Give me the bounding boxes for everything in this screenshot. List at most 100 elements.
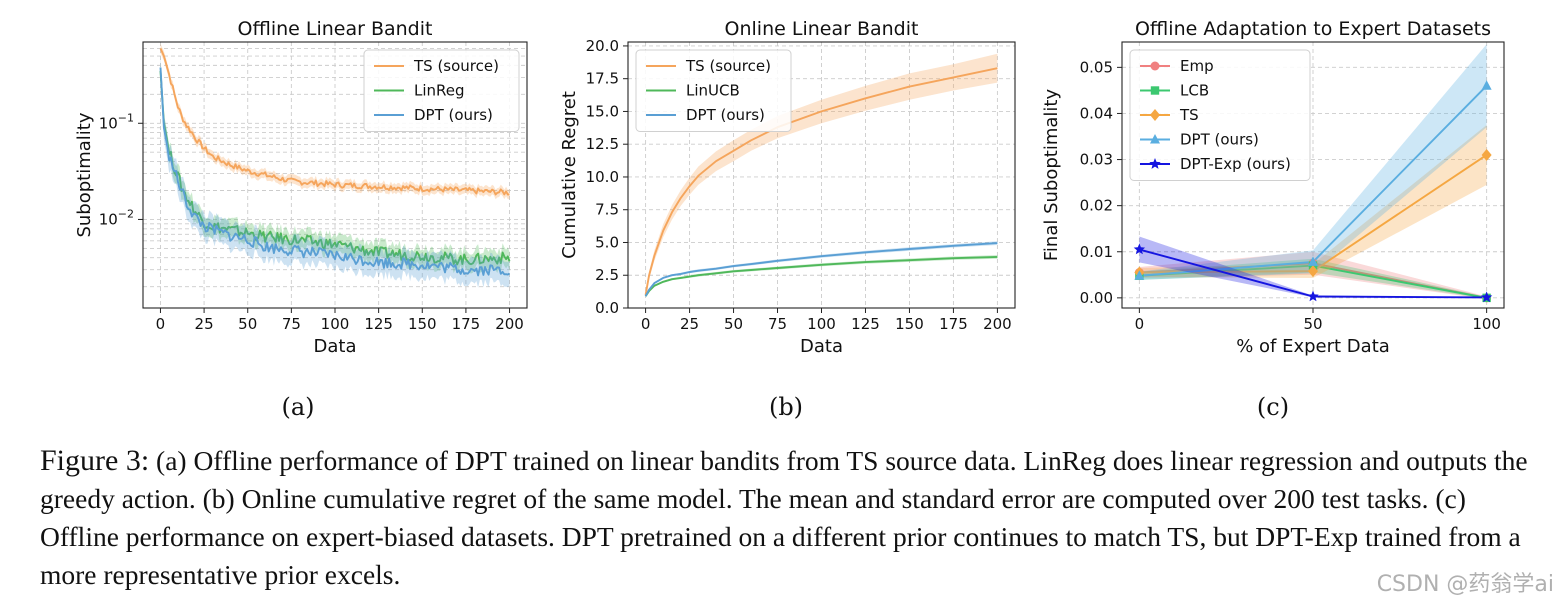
x-tick-label: 75	[282, 315, 301, 333]
caption-text: (a) Offline performance of DPT trained o…	[40, 445, 1528, 590]
watermark: CSDN @药翁学ai	[1376, 572, 1554, 597]
data-point	[1308, 265, 1318, 278]
legend-box	[635, 49, 792, 132]
series-line-dpt-ours-	[159, 67, 511, 277]
data-point	[1481, 148, 1492, 161]
y-tick-label: 0.02	[1080, 197, 1113, 215]
x-tick-label: 100	[321, 315, 350, 333]
data-point	[1308, 256, 1318, 266]
figure: 0 25 50 75 100 125 150 175 200 10−1 10−2 Offline Li…	[74, 18, 1505, 421]
x-tick-label: 150	[895, 315, 924, 333]
data-point	[1481, 80, 1492, 90]
y-tick-label: 0.05	[1080, 58, 1113, 76]
grid	[143, 42, 527, 308]
data-point	[1480, 291, 1493, 303]
x-tick-label: 0	[1135, 315, 1145, 333]
band-dpt-ours-	[160, 55, 510, 288]
series-line-linreg	[159, 70, 511, 266]
legend-label: DPT-Exp (ours)	[1180, 155, 1291, 173]
legend-marker	[1150, 86, 1160, 95]
x-tick-label: 175	[452, 315, 481, 333]
legend-marker	[1149, 158, 1161, 169]
plot-area	[1139, 44, 1488, 300]
data-point	[1134, 270, 1145, 280]
y-axis-label: Cumulative Regret	[559, 91, 580, 259]
x-tick-label: 100	[1472, 315, 1501, 333]
legend-label: TS (source)	[413, 57, 499, 75]
x-tick-label: 25	[680, 315, 699, 333]
y-tick-label: 15.0	[586, 102, 619, 120]
legend-marker	[1150, 134, 1160, 144]
chart-1: 0 25 50 75 100 125 150 175 200 10−1 10−2 Offline Li…	[74, 18, 528, 421]
band-linreg	[160, 61, 510, 274]
subfigure-label: (b)	[769, 393, 803, 421]
band-dpt-exp-ours-	[1139, 236, 1487, 298]
figure-caption: Figure 3: (a) Offline performance of DPT…	[40, 442, 1540, 594]
band-emp	[1139, 251, 1487, 300]
y-tick-label: 5.0	[595, 233, 619, 251]
legend: Emp LCB TS DPT (ours) DPT-Exp (ours)	[1129, 49, 1311, 181]
x-axis-label: Data	[314, 336, 357, 357]
subfigure-label: (a)	[281, 393, 314, 421]
y-tick-label: 7.5	[595, 201, 619, 219]
y-tick-label: 0.01	[1080, 243, 1113, 261]
x-tick-label: 125	[851, 315, 880, 333]
y-tick-label: 17.5	[586, 70, 619, 88]
y-tick-label: 10−2	[99, 207, 134, 228]
legend-label: DPT (ours)	[1180, 131, 1259, 149]
y-axis-label: Final Suboptimality	[1041, 89, 1062, 262]
y-tick-label: 0.0	[595, 299, 619, 317]
legend-label: Emp	[1180, 57, 1214, 75]
legend-label: TS	[1179, 106, 1199, 124]
x-tick-label: 150	[408, 315, 437, 333]
x-tick-label: 50	[724, 315, 743, 333]
plot-area	[644, 53, 998, 297]
x-tick-label: 75	[768, 315, 787, 333]
legend-label: DPT (ours)	[414, 106, 493, 124]
legend-box	[1129, 49, 1311, 181]
y-tick-label: 10−1	[99, 111, 134, 132]
legend: TS (source) LinUCB DPT (ours)	[635, 49, 792, 132]
chart-3: 0 50 100 0.00 0.01 0.02 0.03 0.04 0.05 Offline Ad…	[1041, 18, 1505, 421]
band-ts-source-	[645, 53, 998, 297]
y-tick-label: 2.5	[595, 266, 619, 284]
x-tick-label: 0	[641, 315, 651, 333]
y-tick-label: 0.04	[1080, 104, 1113, 122]
legend-label: LinUCB	[686, 82, 740, 100]
series-line-dpt-ours-	[644, 242, 998, 297]
subfigure-label: (c)	[1257, 393, 1289, 421]
caption-label: Figure 3:	[40, 444, 150, 477]
legend-label: DPT (ours)	[686, 106, 765, 124]
x-tick-label: 50	[1303, 315, 1322, 333]
legend-marker	[1150, 61, 1160, 71]
x-tick-label: 100	[807, 315, 836, 333]
data-point	[1307, 290, 1319, 302]
x-tick-label: 50	[238, 315, 257, 333]
band-dpt-ours-	[1139, 44, 1487, 280]
y-tick-label: 20.0	[586, 37, 619, 55]
legend: TS (source) LinReg DPT (ours)	[363, 49, 520, 132]
x-tick-label: 175	[939, 315, 968, 333]
series-line-linucb	[644, 255, 998, 297]
legend-label: TS (source)	[685, 57, 771, 75]
x-tick-label: 25	[195, 315, 214, 333]
y-tick-label: 10.0	[586, 168, 619, 186]
y-tick-label: 0.00	[1080, 289, 1113, 307]
x-axis-label: Data	[800, 336, 843, 357]
y-tick-label: 12.5	[586, 135, 619, 153]
band-linucb	[645, 255, 998, 297]
x-tick-label: 125	[364, 315, 393, 333]
chart-title: Offline Adaptation to Expert Datasets	[1135, 18, 1491, 40]
y-axis-label: Suboptimality	[74, 112, 95, 237]
plot-area	[159, 43, 511, 288]
legend-label: LCB	[1180, 82, 1209, 100]
chart-title: Offline Linear Bandit	[238, 18, 433, 40]
series-line-ts-source-	[159, 48, 510, 196]
chart-title: Online Linear Bandit	[725, 18, 919, 40]
legend-label: LinReg	[414, 82, 465, 100]
legend-box	[363, 49, 520, 132]
x-tick-label: 200	[983, 315, 1012, 333]
chart-2: 0 25 50 75 100 125 150 175 200 0.0 2.5 5.0 7.5 10.0 12…	[559, 18, 1016, 421]
x-tick-label: 0	[156, 315, 166, 333]
data-point	[1133, 243, 1146, 255]
